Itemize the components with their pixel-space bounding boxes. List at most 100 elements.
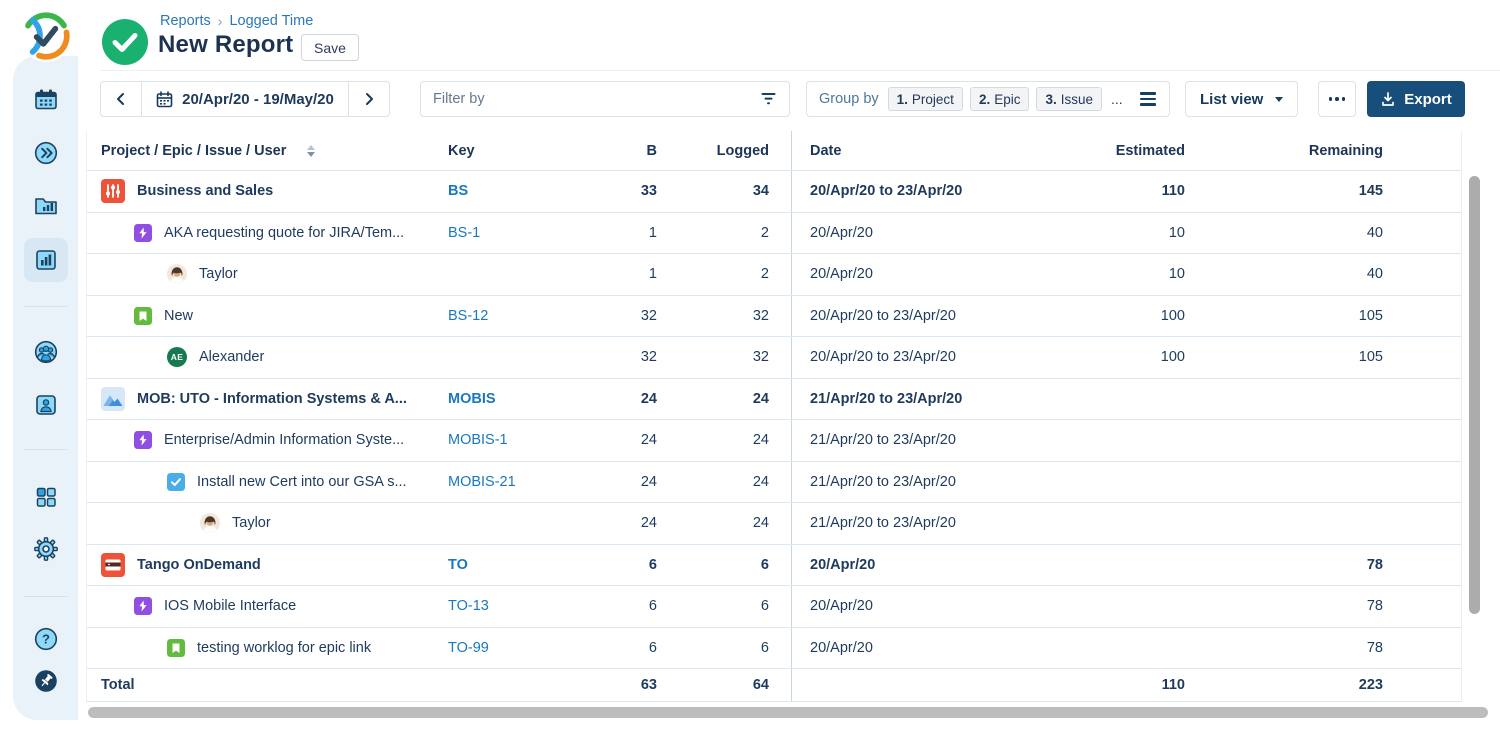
logged-value: 24 <box>752 432 769 449</box>
horizontal-scrollbar[interactable] <box>88 707 1488 718</box>
date-navigator: 20/Apr/20 - 19/May/20 <box>100 81 390 117</box>
remaining-value: 145 <box>1358 183 1383 200</box>
next-period-button[interactable] <box>349 82 389 116</box>
sidebar-item-help[interactable]: ? <box>24 617 68 661</box>
sidebar-item-calendar[interactable] <box>24 78 68 122</box>
breadcrumb-separator: › <box>217 13 223 29</box>
date-range-value: 21/Apr/20 to 23/Apr/20 <box>791 420 1001 461</box>
planyway-logo-icon <box>20 10 72 62</box>
table-row[interactable]: IOS Mobile Interface TO-13 6 6 20/Apr/20 78 <box>87 586 1461 628</box>
sidebar-item-profile[interactable] <box>24 383 68 427</box>
more-actions-button[interactable] <box>1318 81 1356 117</box>
sort-icon[interactable] <box>307 144 316 157</box>
date-range-value: 20/Apr/20 <box>791 586 1001 627</box>
view-selector[interactable]: List view <box>1185 81 1298 117</box>
issue-key-link[interactable]: TO <box>448 556 468 573</box>
table-row[interactable]: Tango OnDemand TO 6 6 20/Apr/20 78 <box>87 544 1461 586</box>
date-range-value: 20/Apr/20 to 23/Apr/20 <box>791 337 1001 378</box>
estimated-value <box>1001 420 1187 461</box>
table-row[interactable]: Install new Cert into our GSA s... MOBIS-… <box>87 461 1461 503</box>
project-mobis-icon <box>101 386 125 411</box>
remaining-value: 105 <box>1358 349 1383 366</box>
column-header-logged: Logged <box>716 142 769 159</box>
date-range-value: 21/Apr/20 to 23/Apr/20 <box>791 503 1001 544</box>
column-header-key: Key <box>448 142 475 159</box>
remaining-value: 40 <box>1366 224 1383 241</box>
issue-key-link[interactable]: MOBIS-1 <box>448 432 508 449</box>
logged-value: 24 <box>752 390 769 407</box>
save-button[interactable]: Save <box>301 34 359 61</box>
vertical-scrollbar[interactable] <box>1469 176 1480 614</box>
estimated-value <box>1001 462 1187 503</box>
chevron-left-icon <box>117 93 124 105</box>
issue-key-link[interactable]: MOBIS <box>448 390 496 407</box>
sidebar-item-timeline[interactable] <box>24 131 68 175</box>
table-row[interactable]: AE Alexander 32 32 20/Apr/20 to 23/Apr/20 100… <box>87 337 1461 379</box>
app-logo[interactable] <box>20 10 72 62</box>
estimated-value <box>1001 545 1187 586</box>
sidebar-item-settings[interactable] <box>24 527 68 571</box>
column-header-hierarchy[interactable]: Project / Epic / Issue / User <box>87 131 434 170</box>
avatar-initials-icon: AE <box>167 347 187 368</box>
issue-key-link[interactable]: TO-13 <box>448 598 489 615</box>
issue-key-link[interactable]: TO-99 <box>448 639 489 656</box>
table-row[interactable]: Taylor 24 24 21/Apr/20 to 23/Apr/20 <box>87 503 1461 545</box>
prev-period-button[interactable] <box>101 82 141 116</box>
date-range-value: 20/Apr/20 <box>791 627 1001 668</box>
b-value: 6 <box>648 598 657 615</box>
svg-text:?: ? <box>42 632 50 647</box>
table-header-row: Project / Epic / Issue / User Key B Logg… <box>87 131 1461 171</box>
sidebar-item-charts[interactable] <box>23 238 68 282</box>
group-chip-epic[interactable]: 2. Epic <box>969 87 1030 111</box>
breadcrumb: Reports › Logged Time <box>160 13 313 29</box>
table-row[interactable]: New BS-12 32 32 20/Apr/20 to 23/Apr/20 100 105 <box>87 295 1461 337</box>
remaining-value: 78 <box>1366 598 1383 615</box>
export-label: Export <box>1404 90 1452 108</box>
epic-icon <box>134 223 152 242</box>
estimated-value: 100 <box>1160 349 1185 366</box>
calendar-icon <box>34 89 57 110</box>
issue-key-link[interactable]: BS <box>448 183 469 200</box>
view-selector-label: List view <box>1200 90 1264 108</box>
export-button[interactable]: Export <box>1367 81 1465 117</box>
table-row[interactable]: AKA requesting quote for JIRA/Tem... BS-1… <box>87 212 1461 254</box>
filter-input[interactable] <box>433 91 760 107</box>
story-icon <box>167 638 185 657</box>
column-header-remaining: Remaining <box>1308 142 1383 159</box>
estimated-value <box>1001 628 1187 669</box>
estimated-value <box>1001 503 1187 544</box>
issue-key-link[interactable]: MOBIS-21 <box>448 473 516 490</box>
chevron-right-icon <box>366 93 373 105</box>
bar-chart-icon <box>35 250 56 270</box>
date-range-value: 20/Apr/20 <box>791 544 1001 585</box>
b-value: 33 <box>640 183 657 200</box>
logged-value: 34 <box>752 183 769 200</box>
remaining-value <box>1187 462 1385 503</box>
calendar-small-icon <box>156 90 173 107</box>
sidebar-item-reports-folder[interactable] <box>24 184 68 228</box>
group-chip-issue[interactable]: 3. Issue <box>1036 87 1103 111</box>
sidebar-item-team[interactable] <box>24 330 68 374</box>
breadcrumb-reports-link[interactable]: Reports <box>160 13 211 29</box>
group-chip-project[interactable]: 1. Project <box>887 87 963 111</box>
estimated-value: 10 <box>1168 224 1185 241</box>
sidebar-item-pin[interactable] <box>24 659 68 703</box>
date-range-value: 20/Apr/20 <box>791 254 1001 295</box>
breadcrumb-logged-time-link[interactable]: Logged Time <box>229 13 314 29</box>
table-row[interactable]: Taylor 1 2 20/Apr/20 10 40 <box>87 254 1461 296</box>
funnel-icon[interactable] <box>760 92 777 107</box>
row-name: AKA requesting quote for JIRA/Tem... <box>164 224 405 241</box>
sidebar-item-apps[interactable] <box>24 475 68 519</box>
issue-key-link[interactable]: BS-12 <box>448 307 489 324</box>
group-settings-menu-icon[interactable] <box>1139 89 1157 108</box>
column-header-estimated: Estimated <box>1115 142 1185 159</box>
date-range-button[interactable]: 20/Apr/20 - 19/May/20 <box>141 82 349 116</box>
row-name: IOS Mobile Interface <box>164 598 297 615</box>
issue-key-link[interactable]: BS-1 <box>448 224 481 241</box>
table-row[interactable]: Business and Sales BS 33 34 20/Apr/20 to 23/… <box>87 171 1461 213</box>
table-row[interactable]: testing worklog for epic link TO-99 6 6 20/A… <box>87 627 1461 669</box>
table-row[interactable]: Enterprise/Admin Information Syste... MOB… <box>87 420 1461 462</box>
table-row[interactable]: MOB: UTO - Information Systems & A... MOB… <box>87 378 1461 420</box>
group-more-button[interactable]: ... <box>1111 91 1123 107</box>
project-tango-icon <box>101 552 125 577</box>
